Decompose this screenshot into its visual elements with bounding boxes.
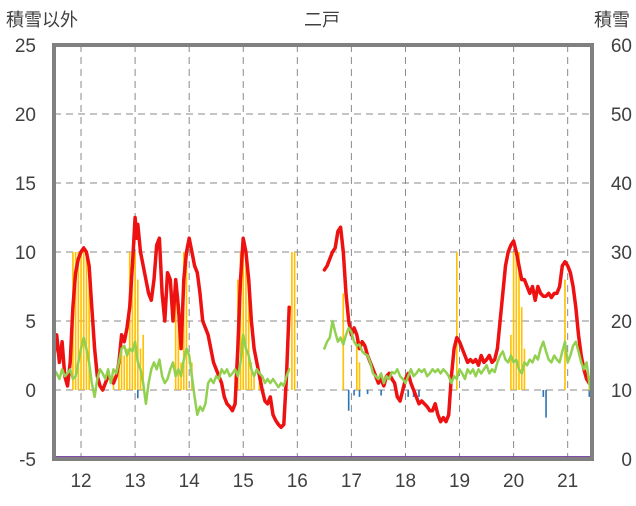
bar-positive — [291, 252, 293, 390]
right-tick-label: 30 — [611, 243, 632, 264]
x-tick-label: 18 — [395, 471, 416, 492]
bar-positive — [358, 362, 361, 390]
bar-positive — [128, 252, 131, 390]
bar-positive — [185, 252, 188, 390]
left-tick-label: 15 — [15, 174, 36, 195]
bar-positive — [118, 362, 120, 390]
bar-negative — [347, 390, 350, 411]
bar-negative — [136, 390, 139, 399]
x-tick-label: 16 — [287, 471, 308, 492]
bar-positive — [520, 307, 523, 390]
bar-positive — [518, 252, 520, 390]
right-tick-label: 60 — [611, 36, 632, 57]
x-tick-label: 20 — [503, 471, 524, 492]
bar-negative — [366, 390, 369, 395]
x-tick-label: 13 — [125, 471, 146, 492]
x-tick-label: 14 — [179, 471, 201, 492]
bar-positive — [564, 279, 566, 390]
left-tick-label: 20 — [15, 105, 36, 126]
bar-positive — [510, 334, 512, 390]
bar-negative — [588, 390, 591, 397]
bar-negative — [542, 390, 545, 397]
x-tick-label: 12 — [70, 471, 91, 492]
plot-frame — [52, 43, 594, 461]
right-tick-label: 50 — [611, 105, 632, 126]
bar-positive — [77, 252, 80, 390]
right-tick-label: 10 — [611, 381, 632, 402]
series-line — [52, 333, 291, 417]
right-tick-label: 20 — [611, 312, 632, 333]
bar-positive — [245, 252, 247, 390]
bar-positive — [512, 252, 515, 390]
right-tick-label: 0 — [621, 450, 632, 471]
bar-positive — [134, 252, 136, 390]
bar-positive — [123, 355, 126, 390]
left-axis-label: 積雪以外 — [6, 10, 78, 30]
x-tick-label: 17 — [341, 471, 362, 492]
bar-positive — [82, 252, 85, 390]
bar-negative — [545, 390, 547, 418]
bar-positive — [523, 348, 526, 390]
right-tick-label: 40 — [611, 174, 632, 195]
bar-positive — [174, 279, 177, 390]
bar-negative — [418, 390, 420, 397]
bar-negative — [353, 390, 355, 396]
bar-positive — [253, 376, 255, 390]
right-axis-label: 積雪 — [594, 10, 630, 30]
left-tick-label: 0 — [25, 381, 36, 402]
series-line — [52, 215, 291, 430]
bar-positive — [142, 334, 145, 390]
left-tick-label: -5 — [19, 450, 36, 471]
bar-positive — [247, 279, 250, 390]
bar-positive — [120, 348, 123, 390]
bar-positive — [250, 362, 253, 390]
bar-positive — [80, 252, 82, 390]
bar-positive — [456, 252, 458, 390]
bar-negative — [380, 390, 382, 396]
chart-title: 二戸 — [304, 10, 340, 30]
bar-positive — [85, 252, 88, 390]
bar-positive — [136, 279, 139, 390]
bar-positive — [293, 252, 296, 390]
x-tick-label: 21 — [557, 471, 578, 492]
bar-positive — [515, 252, 518, 390]
bar-positive — [355, 334, 358, 390]
x-tick-label: 19 — [449, 471, 470, 492]
bar-positive — [242, 252, 245, 390]
left-tick-label: 10 — [15, 243, 36, 264]
left-tick-label: 25 — [15, 36, 36, 57]
bar-positive — [88, 279, 90, 390]
bar-positive — [74, 252, 77, 390]
bar-positive — [126, 348, 128, 390]
bar-negative — [407, 390, 409, 397]
bar-negative — [358, 390, 361, 397]
x-tick-label: 15 — [233, 471, 254, 492]
series-line — [323, 319, 594, 399]
bar-positive — [131, 252, 134, 390]
bar-positive — [177, 307, 180, 390]
tick-layer: -5 0 5 10 15 20 25 0 10 20 30 40 50 60 12 13 14 15 16 17 18 1… — [15, 36, 632, 492]
left-tick-label: 5 — [25, 312, 36, 333]
